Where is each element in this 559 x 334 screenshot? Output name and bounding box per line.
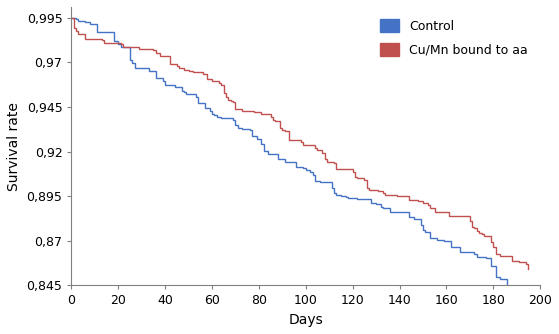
- Y-axis label: Survival rate: Survival rate: [7, 102, 21, 191]
- Legend: Control, Cu/Mn bound to aa: Control, Cu/Mn bound to aa: [374, 13, 534, 63]
- X-axis label: Days: Days: [288, 313, 323, 327]
